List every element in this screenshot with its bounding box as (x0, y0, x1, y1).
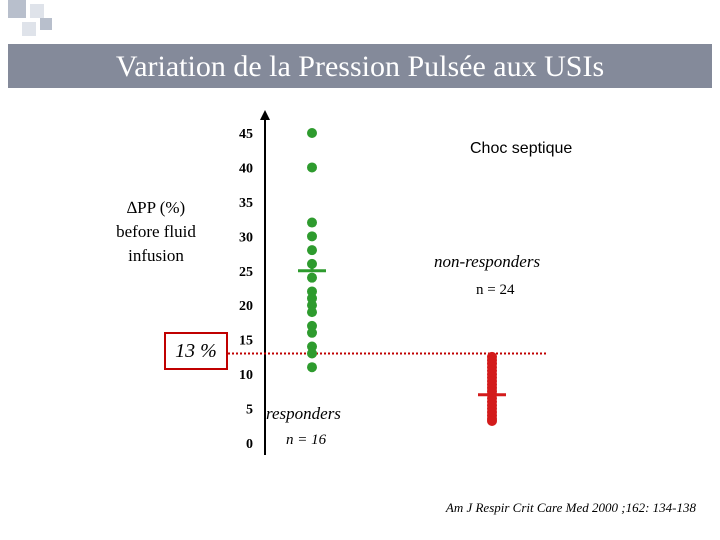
slide-title: Variation de la Pression Pulsée aux USIs (115, 50, 605, 83)
data-point (307, 231, 317, 242)
data-point (307, 245, 317, 256)
non-responders-label: non-responders (434, 252, 541, 271)
decor-square (8, 0, 26, 18)
data-point (307, 162, 317, 173)
data-point (307, 341, 317, 352)
data-point (307, 327, 317, 338)
data-point (307, 272, 317, 283)
y-tick-label: 30 (239, 230, 253, 245)
data-point (487, 415, 497, 426)
non-responders-count: n = 24 (476, 282, 515, 298)
data-point (307, 300, 317, 311)
y-tick-label: 35 (239, 196, 253, 211)
data-point (307, 348, 317, 359)
y-tick-label: 10 (239, 368, 253, 383)
y-tick-label: 40 (239, 161, 253, 176)
y-tick-label: 15 (239, 334, 253, 349)
data-point (307, 362, 317, 373)
data-point (307, 293, 317, 304)
choc-septique-label: Choc septique (470, 140, 573, 157)
decor-square (40, 18, 52, 30)
y-tick-label: 25 (239, 265, 253, 280)
decor-square (22, 22, 36, 36)
data-point (307, 286, 317, 297)
data-point (307, 320, 317, 331)
y-axis-arrow (260, 110, 270, 120)
decor-square (30, 4, 44, 18)
responders-count: n = 16 (286, 432, 327, 448)
title-bar: Variation de la Pression Pulsée aux USIs (8, 44, 712, 88)
y-tick-label: 20 (239, 299, 253, 314)
y-tick-label: 5 (246, 403, 253, 418)
y-axis-label-line: ∆PP (%) (126, 198, 186, 217)
y-axis-label-line: before fluid (116, 222, 196, 241)
data-point (307, 128, 317, 138)
y-tick-label: 45 (239, 127, 253, 142)
y-axis-label-line: infusion (128, 246, 184, 265)
data-point (307, 307, 317, 318)
responders-label: responders (266, 404, 341, 423)
data-point (307, 217, 317, 228)
citation: Am J Respir Crit Care Med 2000 ;162: 134… (445, 500, 696, 515)
y-tick-label: 0 (246, 437, 253, 452)
y-axis-label: ∆PP (%) before fluid infusion (92, 196, 220, 268)
cutoff-label: 13 % (164, 332, 228, 370)
